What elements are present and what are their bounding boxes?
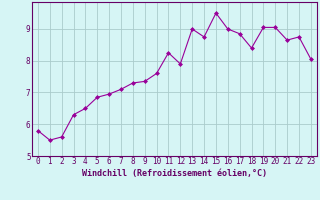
X-axis label: Windchill (Refroidissement éolien,°C): Windchill (Refroidissement éolien,°C)	[82, 169, 267, 178]
